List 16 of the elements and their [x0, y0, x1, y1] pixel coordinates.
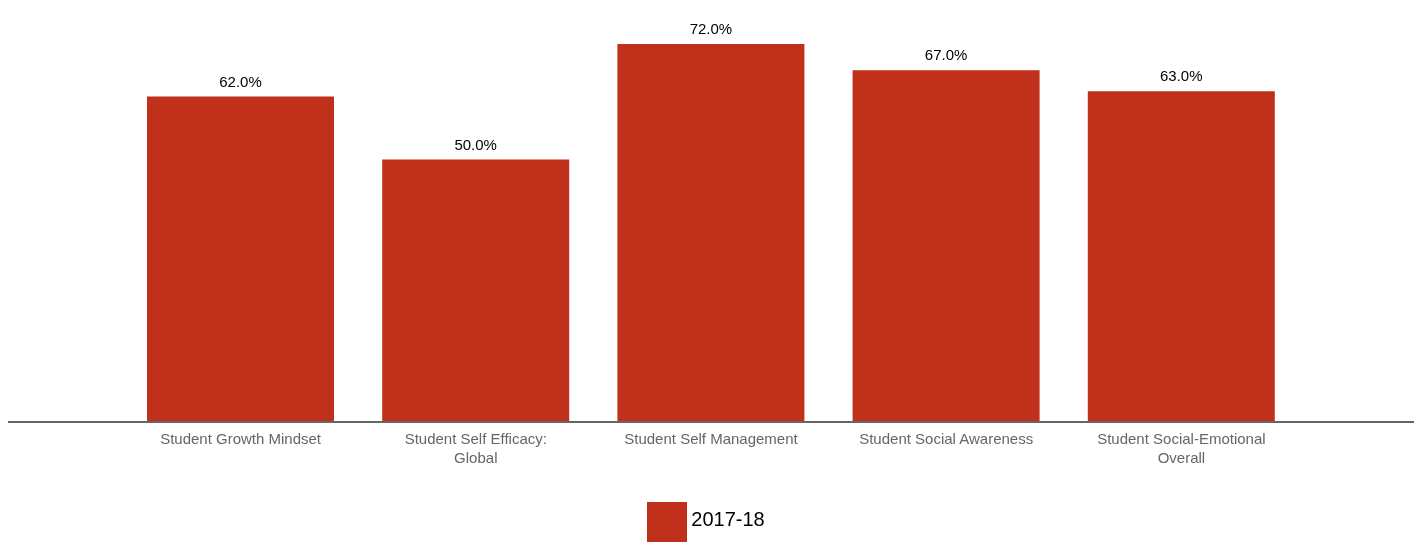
bar [617, 44, 805, 422]
legend-label: 2017-18 [691, 508, 765, 531]
x-tick-label: Student Social Awareness [859, 430, 1034, 447]
data-label: 72.0% [689, 20, 733, 37]
bar [852, 70, 1040, 422]
data-label: 50.0% [454, 135, 497, 153]
data-label: 62.0% [219, 72, 262, 90]
bar [382, 159, 570, 422]
x-tick-label: Student Social-Emotional Overall [1097, 430, 1266, 466]
data-label: 67.0% [924, 46, 968, 64]
data-label: 63.0% [1160, 67, 1203, 85]
bar [147, 96, 334, 422]
x-tick-label: Student Self Management [624, 430, 799, 447]
x-tick-label: Student Growth Mindset [160, 430, 322, 447]
bar [1087, 91, 1275, 422]
x-tick-label: Student Self Efficacy: Global [404, 430, 547, 466]
